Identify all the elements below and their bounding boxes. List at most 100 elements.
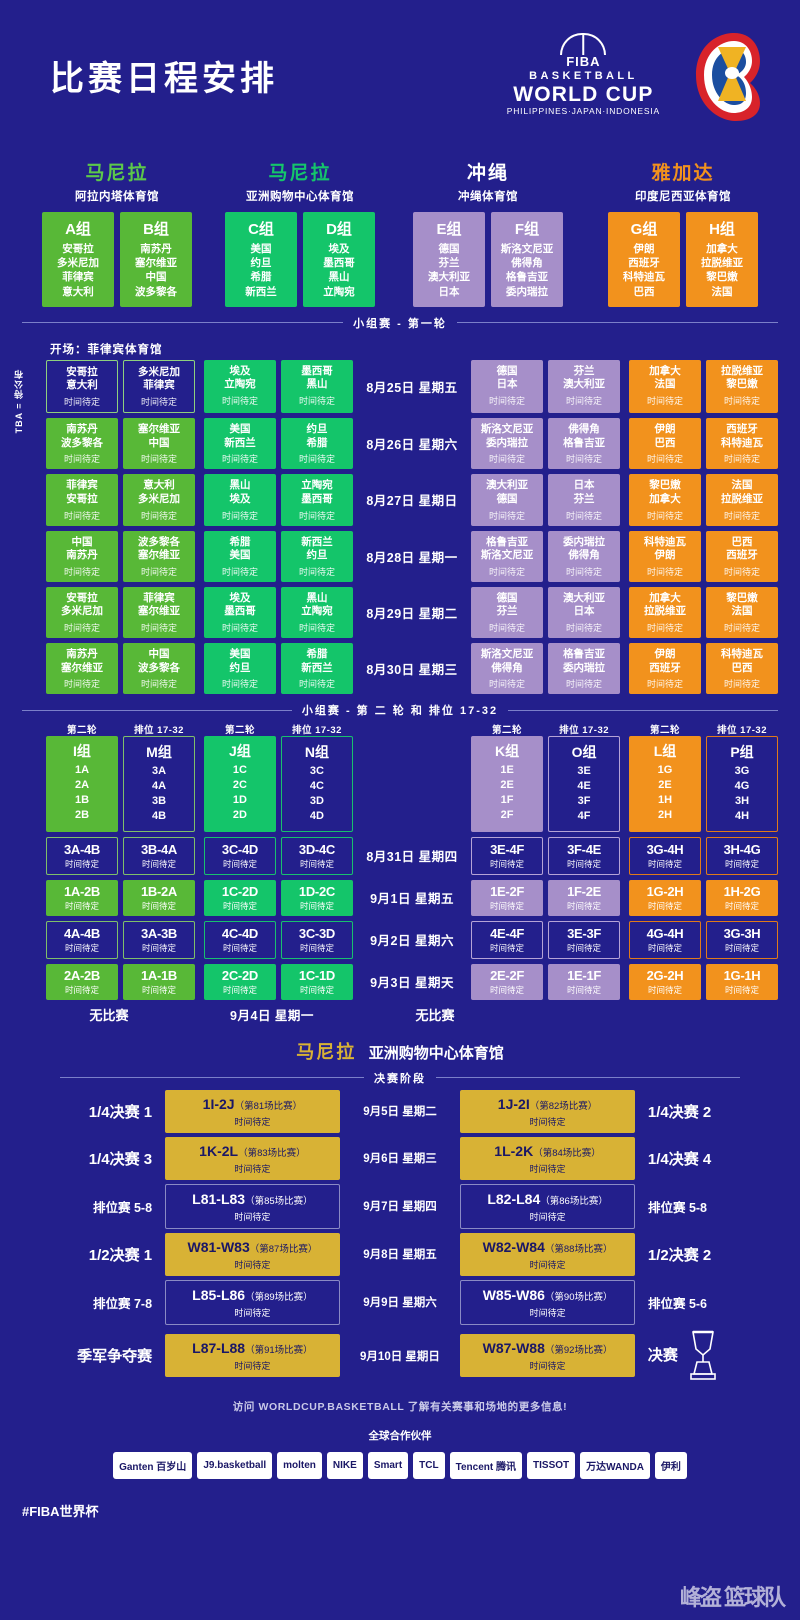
- match-team-a: 斯洛文尼亚: [480, 648, 534, 661]
- finals-left-match[interactable]: L87-L88（第91场比赛） 时间待定: [164, 1334, 341, 1378]
- match-cell[interactable]: 中国 南苏丹 时间待定: [46, 530, 118, 582]
- match-cell[interactable]: 埃及 立陶宛 时间待定: [203, 359, 276, 413]
- round2-match-cell[interactable]: 1B-2A 时间待定: [123, 879, 195, 916]
- match-cell[interactable]: 加拿大 法国 时间待定: [629, 359, 702, 413]
- match-cell[interactable]: 安哥拉 多米尼加 时间待定: [46, 586, 118, 639]
- round2-match-cell[interactable]: 2G-2H 时间待定: [629, 963, 702, 1000]
- match-cell[interactable]: 波多黎各 塞尔维亚 时间待定: [123, 530, 195, 582]
- round2-match-cell[interactable]: 1E-1F 时间待定: [548, 963, 621, 1000]
- match-cell[interactable]: 佛得角 格鲁吉亚 时间待定: [548, 417, 621, 470]
- match-number: （第82场比赛）: [529, 1100, 598, 1112]
- match-time: 时间待定: [648, 942, 683, 953]
- match-cell[interactable]: 美国 新西兰 时间待定: [203, 417, 276, 470]
- finals-left-match[interactable]: 1K-2L（第83场比赛） 时间待定: [164, 1136, 341, 1180]
- match-cell[interactable]: 伊朗 西班牙 时间待定: [629, 643, 702, 695]
- match-cell[interactable]: 希腊 新西兰 时间待定: [280, 643, 353, 695]
- match-cell[interactable]: 格鲁吉亚 委内瑞拉 时间待定: [548, 643, 621, 695]
- match-cell[interactable]: 墨西哥 黑山 时间待定: [280, 359, 353, 413]
- finals-right-match[interactable]: W85-W86（第90场比赛） 时间待定: [459, 1279, 636, 1325]
- round2-match-cell[interactable]: 3E-3F 时间待定: [548, 920, 621, 959]
- round2-match-cell[interactable]: 2C-2D 时间待定: [203, 963, 276, 1000]
- round2-match-cell[interactable]: 2E-2F 时间待定: [471, 963, 544, 1000]
- round2-match-cell[interactable]: 3A-4B 时间待定: [46, 836, 118, 875]
- round2-match-cell[interactable]: 1A-2B 时间待定: [46, 879, 118, 916]
- group-slot-code: 3H: [734, 795, 750, 808]
- round2-match-cell[interactable]: 4A-4B 时间待定: [46, 920, 118, 959]
- match-cell[interactable]: 西班牙 科特迪瓦 时间待定: [706, 417, 779, 470]
- match-cell[interactable]: 伊朗 巴西 时间待定: [629, 417, 702, 470]
- match-cell[interactable]: 黎巴嫩 法国 时间待定: [706, 586, 779, 639]
- match-cell[interactable]: 科特迪瓦 巴西 时间待定: [706, 643, 779, 695]
- round2-match-cell[interactable]: 1F-2E 时间待定: [548, 879, 621, 916]
- round2-match-cell[interactable]: 3E-4F 时间待定: [471, 836, 544, 875]
- match-cell[interactable]: 约旦 希腊 时间待定: [280, 417, 353, 470]
- round2-match-cell[interactable]: 3G-3H 时间待定: [706, 920, 779, 959]
- match-cell[interactable]: 埃及 墨西哥 时间待定: [203, 586, 276, 639]
- match-cell[interactable]: 立陶宛 墨西哥 时间待定: [280, 474, 353, 526]
- match-cell[interactable]: 黑山 埃及 时间待定: [203, 474, 276, 526]
- round2-match-cell[interactable]: 1G-1H 时间待定: [706, 963, 779, 1000]
- round2-match-cell[interactable]: 1C-2D 时间待定: [203, 879, 276, 916]
- round2-match-cell[interactable]: 1H-2G 时间待定: [706, 879, 779, 916]
- match-cell[interactable]: 菲律宾 塞尔维亚 时间待定: [123, 586, 195, 639]
- group-team: 美国: [250, 243, 272, 255]
- match-cell[interactable]: 德国 日本 时间待定: [471, 359, 544, 413]
- round2-match-cell[interactable]: 1D-2C 时间待定: [280, 879, 353, 916]
- round2-match-cell[interactable]: 1G-2H 时间待定: [629, 879, 702, 916]
- match-cell[interactable]: 斯洛文尼亚 委内瑞拉 时间待定: [471, 417, 544, 470]
- match-cell[interactable]: 美国 约旦 时间待定: [203, 643, 276, 695]
- finals-left-match[interactable]: W81-W83（第87场比赛） 时间待定: [164, 1232, 341, 1276]
- match-code: 1C-2D: [221, 883, 258, 899]
- match-cell[interactable]: 科特迪瓦 伊朗 时间待定: [629, 530, 702, 582]
- round2-match-cell[interactable]: 3C-4D 时间待定: [203, 836, 276, 875]
- match-cell[interactable]: 黑山 立陶宛 时间待定: [280, 586, 353, 639]
- match-cell[interactable]: 新西兰 约旦 时间待定: [280, 530, 353, 582]
- round2-match-cell[interactable]: 3B-4A 时间待定: [123, 836, 195, 875]
- round2-match-cell[interactable]: 3G-4H 时间待定: [629, 836, 702, 875]
- round2-match-cell[interactable]: 4C-4D 时间待定: [203, 920, 276, 959]
- round2-match-cell[interactable]: 3H-4G 时间待定: [706, 836, 779, 875]
- match-cell[interactable]: 斯洛文尼亚 佛得角 时间待定: [471, 643, 544, 695]
- match-cell[interactable]: 希腊 美国 时间待定: [203, 530, 276, 582]
- match-cell[interactable]: 日本 芬兰 时间待定: [548, 474, 621, 526]
- finals-left-match[interactable]: L85-L86（第89场比赛） 时间待定: [164, 1279, 341, 1325]
- match-cell[interactable]: 巴西 西班牙 时间待定: [706, 530, 779, 582]
- finals-right-match[interactable]: 1L-2K（第84场比赛） 时间待定: [459, 1136, 636, 1180]
- round2-match-cell[interactable]: 1C-1D 时间待定: [280, 963, 353, 1000]
- finals-right-match[interactable]: 1J-2I（第82场比赛） 时间待定: [459, 1089, 636, 1133]
- finals-left-match[interactable]: 1I-2J（第81场比赛） 时间待定: [164, 1089, 341, 1133]
- round2-match-cell[interactable]: 4G-4H 时间待定: [629, 920, 702, 959]
- round2-match-cell[interactable]: 3A-3B 时间待定: [123, 920, 195, 959]
- round2-match-cell[interactable]: 2A-2B 时间待定: [46, 963, 118, 1000]
- match-cell[interactable]: 法国 拉脱维亚 时间待定: [706, 474, 779, 526]
- match-cell[interactable]: 芬兰 澳大利亚 时间待定: [548, 359, 621, 413]
- match-cell[interactable]: 格鲁吉亚 斯洛文尼亚 时间待定: [471, 530, 544, 582]
- match-cell[interactable]: 委内瑞拉 佛得角 时间待定: [548, 530, 621, 582]
- match-cell[interactable]: 拉脱维亚 黎巴嫩 时间待定: [706, 359, 779, 413]
- match-cell[interactable]: 南苏丹 塞尔维亚 时间待定: [46, 643, 118, 695]
- match-cell[interactable]: 澳大利亚 日本 时间待定: [548, 586, 621, 639]
- round2-match-cell[interactable]: 3D-4C 时间待定: [280, 836, 353, 875]
- match-time: 时间待定: [725, 984, 760, 995]
- match-cell[interactable]: 德国 芬兰 时间待定: [471, 586, 544, 639]
- round2-match-cell[interactable]: 4E-4F 时间待定: [471, 920, 544, 959]
- finals-right-match[interactable]: W82-W84（第88场比赛） 时间待定: [459, 1232, 636, 1276]
- round2-match-cell[interactable]: 3F-4E 时间待定: [548, 836, 621, 875]
- finals-left-match[interactable]: L81-L83（第85场比赛） 时间待定: [164, 1183, 341, 1229]
- round2-match-cell[interactable]: 1E-2F 时间待定: [471, 879, 544, 916]
- match-cell[interactable]: 多米尼加 菲律宾 时间待定: [123, 359, 195, 413]
- round2-match-cell[interactable]: 1A-1B 时间待定: [123, 963, 195, 1000]
- match-cell[interactable]: 菲律宾 安哥拉 时间待定: [46, 474, 118, 526]
- match-cell[interactable]: 加拿大 拉脱维亚 时间待定: [629, 586, 702, 639]
- finals-right-match[interactable]: W87-W88（第92场比赛） 时间待定: [459, 1334, 636, 1378]
- match-cell[interactable]: 黎巴嫩 加拿大 时间待定: [629, 474, 702, 526]
- match-cell[interactable]: 安哥拉 意大利 时间待定: [46, 359, 118, 413]
- match-code: 1K-2L: [199, 1142, 239, 1159]
- match-cell[interactable]: 南苏丹 波多黎各 时间待定: [46, 417, 118, 470]
- match-cell[interactable]: 意大利 多米尼加 时间待定: [123, 474, 195, 526]
- finals-right-match[interactable]: L82-L84（第86场比赛） 时间待定: [459, 1183, 636, 1229]
- round2-match-cell[interactable]: 3C-3D 时间待定: [280, 920, 353, 959]
- match-cell[interactable]: 中国 波多黎各 时间待定: [123, 643, 195, 695]
- match-cell[interactable]: 塞尔维亚 中国 时间待定: [123, 417, 195, 470]
- match-cell[interactable]: 澳大利亚 德国 时间待定: [471, 474, 544, 526]
